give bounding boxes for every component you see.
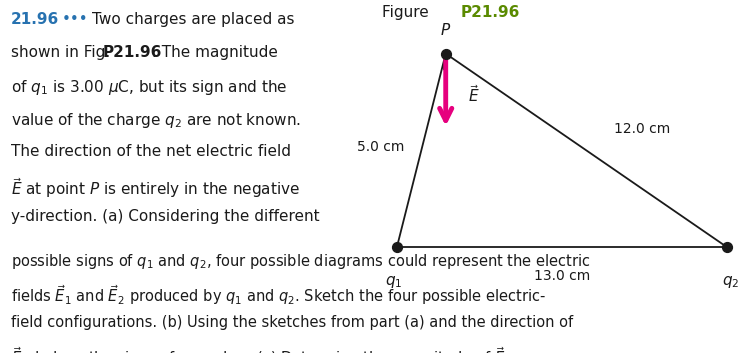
Text: P21.96: P21.96	[103, 45, 162, 60]
Text: field configurations. (b) Using the sketches from part (a) and the direction of: field configurations. (b) Using the sket…	[11, 315, 574, 329]
Point	[391, 244, 403, 250]
Text: The direction of the net electric field: The direction of the net electric field	[11, 144, 291, 158]
Text: $q_2$: $q_2$	[721, 274, 739, 290]
Text: 13.0 cm: 13.0 cm	[533, 269, 590, 283]
Text: P21.96: P21.96	[461, 5, 520, 20]
Text: 5.0 cm: 5.0 cm	[357, 140, 404, 154]
Text: Figure: Figure	[382, 5, 434, 20]
Text: $q_1$: $q_1$	[384, 274, 402, 290]
Text: 21.96: 21.96	[11, 12, 59, 27]
Text: value of the charge $q_2$ are not known.: value of the charge $q_2$ are not known.	[11, 111, 301, 130]
Text: fields $\vec{E}_1$ and $\vec{E}_2$ produced by $q_1$ and $q_2$. Sketch the four : fields $\vec{E}_1$ and $\vec{E}_2$ produ…	[11, 283, 547, 307]
Point	[721, 244, 733, 250]
Text: 12.0 cm: 12.0 cm	[614, 122, 670, 136]
Text: $\vec{E}$, deduce the signs of $q_1$ and $q_2$. (c) Determine the magnitude of $: $\vec{E}$, deduce the signs of $q_1$ and…	[11, 346, 509, 353]
Text: . The magnitude: . The magnitude	[152, 45, 278, 60]
Point	[440, 51, 452, 56]
Text: $\vec{E}$ at point $P$ is entirely in the negative: $\vec{E}$ at point $P$ is entirely in th…	[11, 176, 300, 201]
Text: shown in Fig.: shown in Fig.	[11, 45, 115, 60]
Text: Two charges are placed as: Two charges are placed as	[92, 12, 294, 27]
Text: possible signs of $q_1$ and $q_2$, four possible diagrams could represent the el: possible signs of $q_1$ and $q_2$, four …	[11, 252, 591, 271]
Text: •••: •••	[61, 12, 88, 27]
Text: $P$: $P$	[440, 22, 452, 37]
Text: $\vec{E}$: $\vec{E}$	[468, 84, 480, 106]
Text: y-direction. (a) Considering the different: y-direction. (a) Considering the differe…	[11, 209, 320, 224]
Text: of $q_1$ is 3.00 $\mu$C, but its sign and the: of $q_1$ is 3.00 $\mu$C, but its sign an…	[11, 78, 288, 97]
